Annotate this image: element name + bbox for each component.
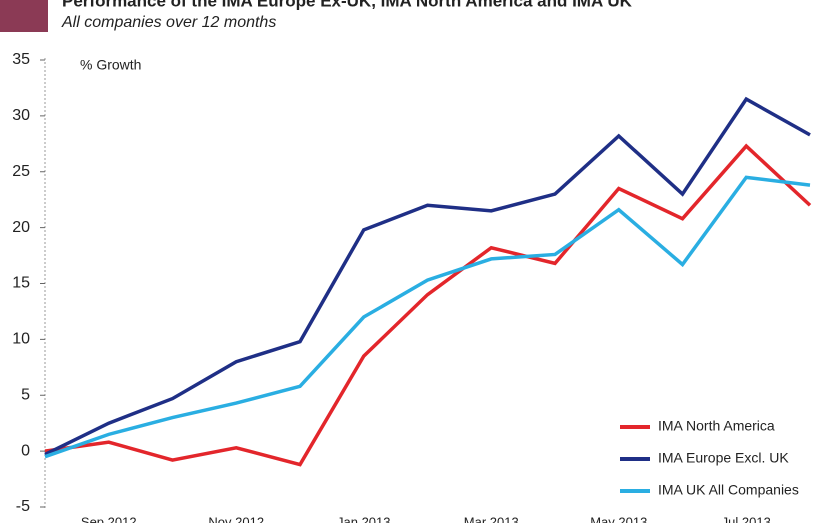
title-badge (0, 0, 48, 32)
y-tick-label: 5 (21, 386, 30, 403)
y-tick-label: 20 (12, 219, 30, 236)
y-tick-label: 15 (12, 275, 30, 292)
legend-label: IMA Europe Excl. UK (658, 450, 789, 466)
x-tick-label: Sep 2012 (81, 514, 137, 523)
chart-title: Performance of the IMA Europe Ex-UK, IMA… (62, 0, 633, 10)
x-tick-label: Mar 2013 (464, 514, 519, 523)
y-tick-label: -5 (16, 498, 30, 515)
y-tick-label: 10 (12, 331, 30, 348)
x-tick-label: Nov 2012 (208, 514, 264, 523)
x-tick-label: May 2013 (590, 514, 647, 523)
y-tick-label: 35 (12, 51, 30, 68)
series-line (44, 96, 811, 457)
x-tick-label: Jul 2013 (722, 514, 771, 523)
y-axis-label: % Growth (80, 57, 141, 73)
x-tick-label: Jan 2013 (337, 514, 391, 523)
chart-subtitle: All companies over 12 months (61, 14, 276, 31)
y-tick-label: 25 (12, 163, 30, 180)
y-tick-label: 30 (12, 107, 30, 124)
series-line (44, 175, 811, 459)
legend-label: IMA North America (658, 418, 775, 434)
legend-label: IMA UK All Companies (658, 482, 799, 498)
y-tick-label: 0 (21, 442, 30, 459)
series-line (44, 143, 812, 467)
